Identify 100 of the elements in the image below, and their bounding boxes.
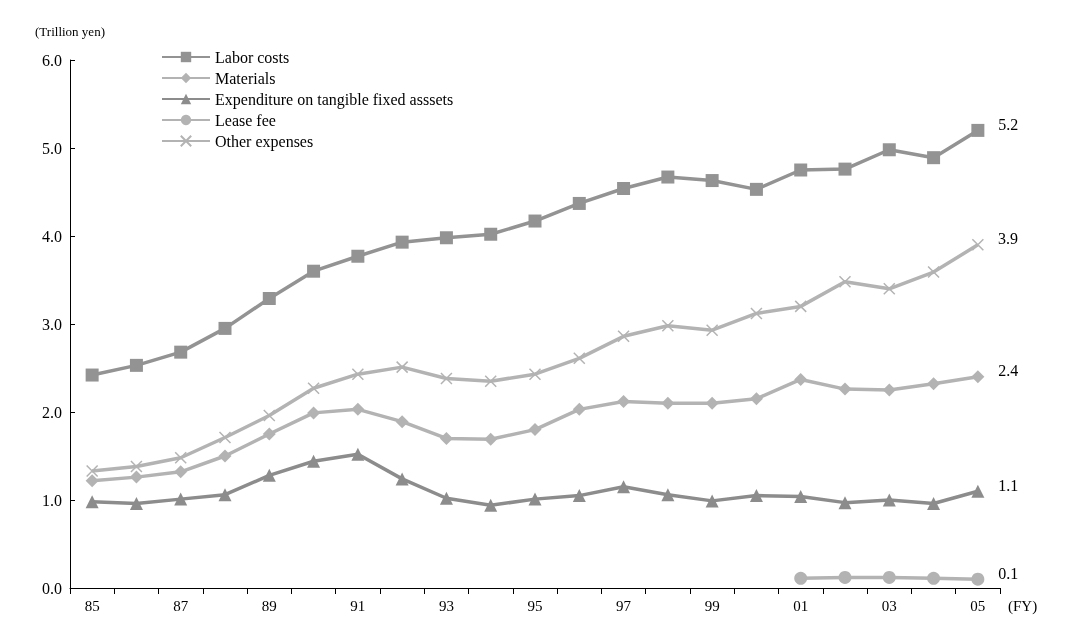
- legend-label: Labor costs: [215, 48, 290, 66]
- x-tick-label: 85: [84, 597, 100, 614]
- point: [395, 415, 409, 429]
- y-tick-label: 6.0: [42, 51, 62, 69]
- point: [439, 431, 453, 445]
- point: [129, 470, 143, 484]
- point: [85, 474, 99, 488]
- data-label: 1.1: [998, 476, 1019, 494]
- x-tick-label: 97: [616, 597, 632, 614]
- point: [882, 570, 896, 584]
- point: [838, 162, 852, 176]
- point: [307, 454, 321, 468]
- point: [262, 291, 276, 305]
- point: [351, 402, 365, 416]
- point: [927, 571, 941, 585]
- point: [130, 460, 143, 473]
- point: [395, 235, 409, 249]
- point: [927, 497, 941, 511]
- x-tick-label: 89: [261, 597, 277, 614]
- point: [749, 489, 763, 503]
- y-axis-title: (Trillion yen): [35, 24, 105, 39]
- point: [174, 465, 188, 479]
- point: [85, 464, 99, 478]
- point: [484, 374, 497, 388]
- point: [129, 497, 143, 511]
- point: [617, 480, 631, 494]
- y-tick-label: 4.0: [42, 227, 62, 245]
- x-tick-label: 05: [970, 597, 986, 614]
- y-tick-label: 3.0: [42, 315, 62, 333]
- point: [794, 372, 808, 386]
- point: [218, 449, 232, 463]
- point: [661, 319, 675, 333]
- x-tick-label: 99: [704, 597, 720, 614]
- point: [661, 170, 675, 184]
- point: [617, 181, 631, 195]
- point: [705, 494, 719, 508]
- point: [883, 282, 896, 296]
- x-axis-title: (FY): [1008, 597, 1038, 615]
- data-label: 0.1: [998, 564, 1019, 582]
- point: [971, 123, 985, 137]
- point: [705, 323, 719, 337]
- legend-label: Expenditure on tangible fixed asssets: [215, 90, 454, 109]
- point: [749, 392, 763, 406]
- point: [85, 368, 99, 382]
- point: [174, 451, 187, 465]
- point: [439, 231, 453, 245]
- point: [927, 265, 940, 279]
- point: [440, 372, 453, 385]
- point: [705, 396, 719, 410]
- point: [927, 377, 941, 391]
- point: [705, 174, 719, 188]
- legend-label: Other expenses: [215, 132, 314, 151]
- point: [572, 489, 586, 503]
- point: [218, 488, 232, 502]
- point: [395, 472, 409, 486]
- y-tick-label: 5.0: [42, 139, 62, 157]
- point: [85, 495, 99, 509]
- point: [661, 488, 675, 502]
- point: [572, 402, 586, 416]
- point: [971, 370, 985, 384]
- point: [174, 345, 188, 359]
- point: [218, 321, 232, 335]
- point: [307, 381, 320, 395]
- point: [749, 182, 763, 196]
- point: [439, 491, 453, 505]
- point: [882, 493, 896, 507]
- point: [838, 275, 852, 289]
- point: [794, 489, 808, 503]
- point: [794, 163, 808, 177]
- point: [262, 468, 276, 482]
- point: [307, 264, 321, 278]
- point: [971, 572, 985, 586]
- point: [528, 423, 542, 437]
- point: [617, 330, 630, 343]
- point: [484, 498, 498, 512]
- legend-label: Materials: [215, 69, 276, 87]
- point: [129, 358, 143, 372]
- point: [794, 300, 807, 313]
- data-label: 2.4: [998, 362, 1019, 380]
- point: [794, 571, 808, 585]
- data-label: 3.9: [998, 230, 1019, 248]
- point: [927, 151, 941, 165]
- point: [971, 484, 985, 498]
- x-tick-label: 91: [350, 597, 366, 614]
- x-tick-label: 93: [438, 597, 454, 614]
- point: [838, 570, 852, 584]
- point: [262, 427, 276, 441]
- x-tick-label: 03: [881, 597, 897, 614]
- point: [174, 492, 188, 506]
- point: [484, 227, 498, 241]
- point: [882, 383, 896, 397]
- point: [573, 352, 586, 365]
- x-tick-label: 01: [793, 597, 809, 614]
- point: [971, 238, 985, 252]
- point: [661, 396, 675, 410]
- point: [528, 367, 542, 381]
- y-tick-label: 0.0: [42, 579, 62, 597]
- point: [351, 367, 365, 381]
- x-tick-label: 87: [173, 597, 189, 614]
- point: [395, 360, 409, 374]
